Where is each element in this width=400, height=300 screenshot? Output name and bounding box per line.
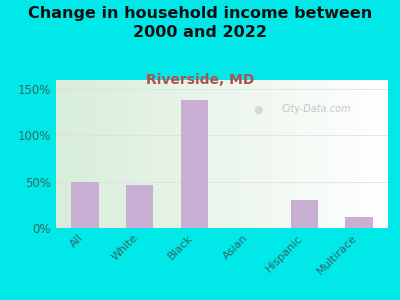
Text: City-Data.com: City-Data.com	[282, 104, 351, 114]
Bar	[346, 217, 373, 228]
Bar	[71, 182, 98, 228]
Text: ●: ●	[254, 104, 263, 114]
Text: Change in household income between
2000 and 2022: Change in household income between 2000 …	[28, 6, 372, 40]
Text: Riverside, MD: Riverside, MD	[146, 74, 254, 88]
Bar	[126, 185, 154, 228]
Bar	[290, 200, 318, 228]
Bar	[181, 100, 208, 228]
